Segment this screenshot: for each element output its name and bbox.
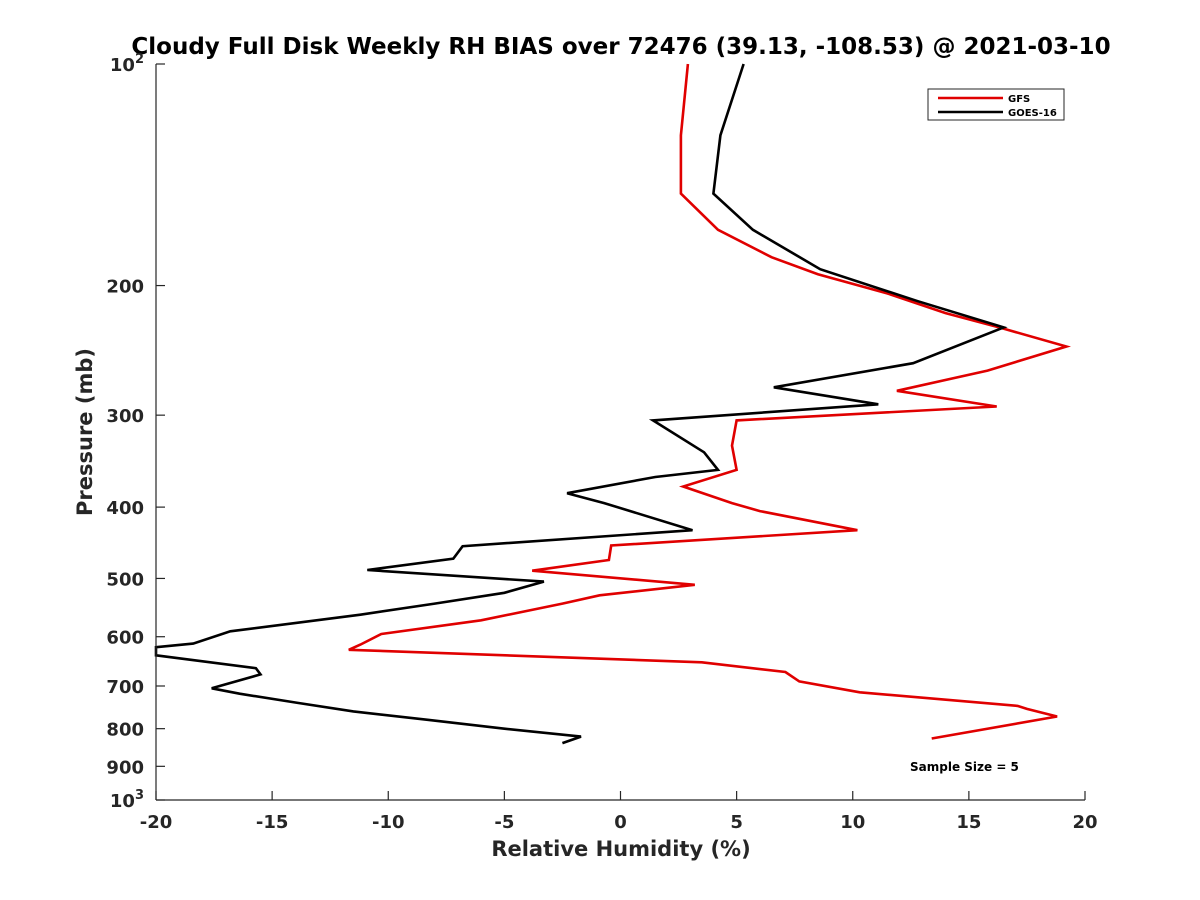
legend: GFS GOES-16 — [927, 88, 1065, 121]
x-tick-label: -15 — [256, 812, 289, 833]
y-tick-label: 300 — [106, 406, 144, 427]
chart-title: Cloudy Full Disk Weekly RH BIAS over 724… — [131, 34, 1110, 60]
series-line-gfs — [348, 63, 1072, 740]
y-tick-label: 200 — [106, 277, 144, 298]
x-tick-label: 0 — [614, 812, 627, 833]
y-axis-label: Pressure (mb) — [73, 348, 97, 516]
x-axis-label: Relative Humidity (%) — [491, 837, 750, 861]
x-tick-label: -10 — [372, 812, 405, 833]
x-tick-label: 20 — [1072, 812, 1097, 833]
x-tick-label: 15 — [956, 812, 981, 833]
x-tick-label: -5 — [494, 812, 514, 833]
x-ticks: -20 -15 -10 -5 0 5 10 15 20 — [140, 791, 1098, 833]
series-line-goes-16 — [154, 63, 1008, 745]
x-tick-label: 10 — [840, 812, 865, 833]
x-tick-label: 5 — [730, 812, 743, 833]
sample-size-annotation: Sample Size = 5 — [910, 760, 1019, 774]
legend-label: GOES-16 — [1008, 108, 1057, 119]
plot-area: -20 -15 -10 -5 0 5 10 15 20 102 200 300 400 500 600 70… — [106, 52, 1097, 833]
y-tick-label: 700 — [106, 677, 144, 698]
legend-items: GFS GOES-16 — [938, 94, 1057, 119]
y-tick-label: 900 — [106, 757, 144, 778]
legend-label: GFS — [1008, 94, 1030, 105]
y-ticks: 102 200 300 400 500 600 700 800 900 103 — [106, 52, 165, 812]
plot-background — [156, 64, 1085, 800]
y-tick-label: 500 — [106, 569, 144, 590]
y-tick-label: 400 — [106, 498, 144, 519]
series-group — [154, 63, 1072, 745]
legend-box — [927, 88, 1065, 121]
y-tick-label: 800 — [106, 720, 144, 741]
y-tick-label: 102 — [110, 52, 144, 76]
x-tick-label: -20 — [140, 812, 173, 833]
y-tick-label: 600 — [106, 628, 144, 649]
y-tick-label: 103 — [110, 788, 144, 812]
